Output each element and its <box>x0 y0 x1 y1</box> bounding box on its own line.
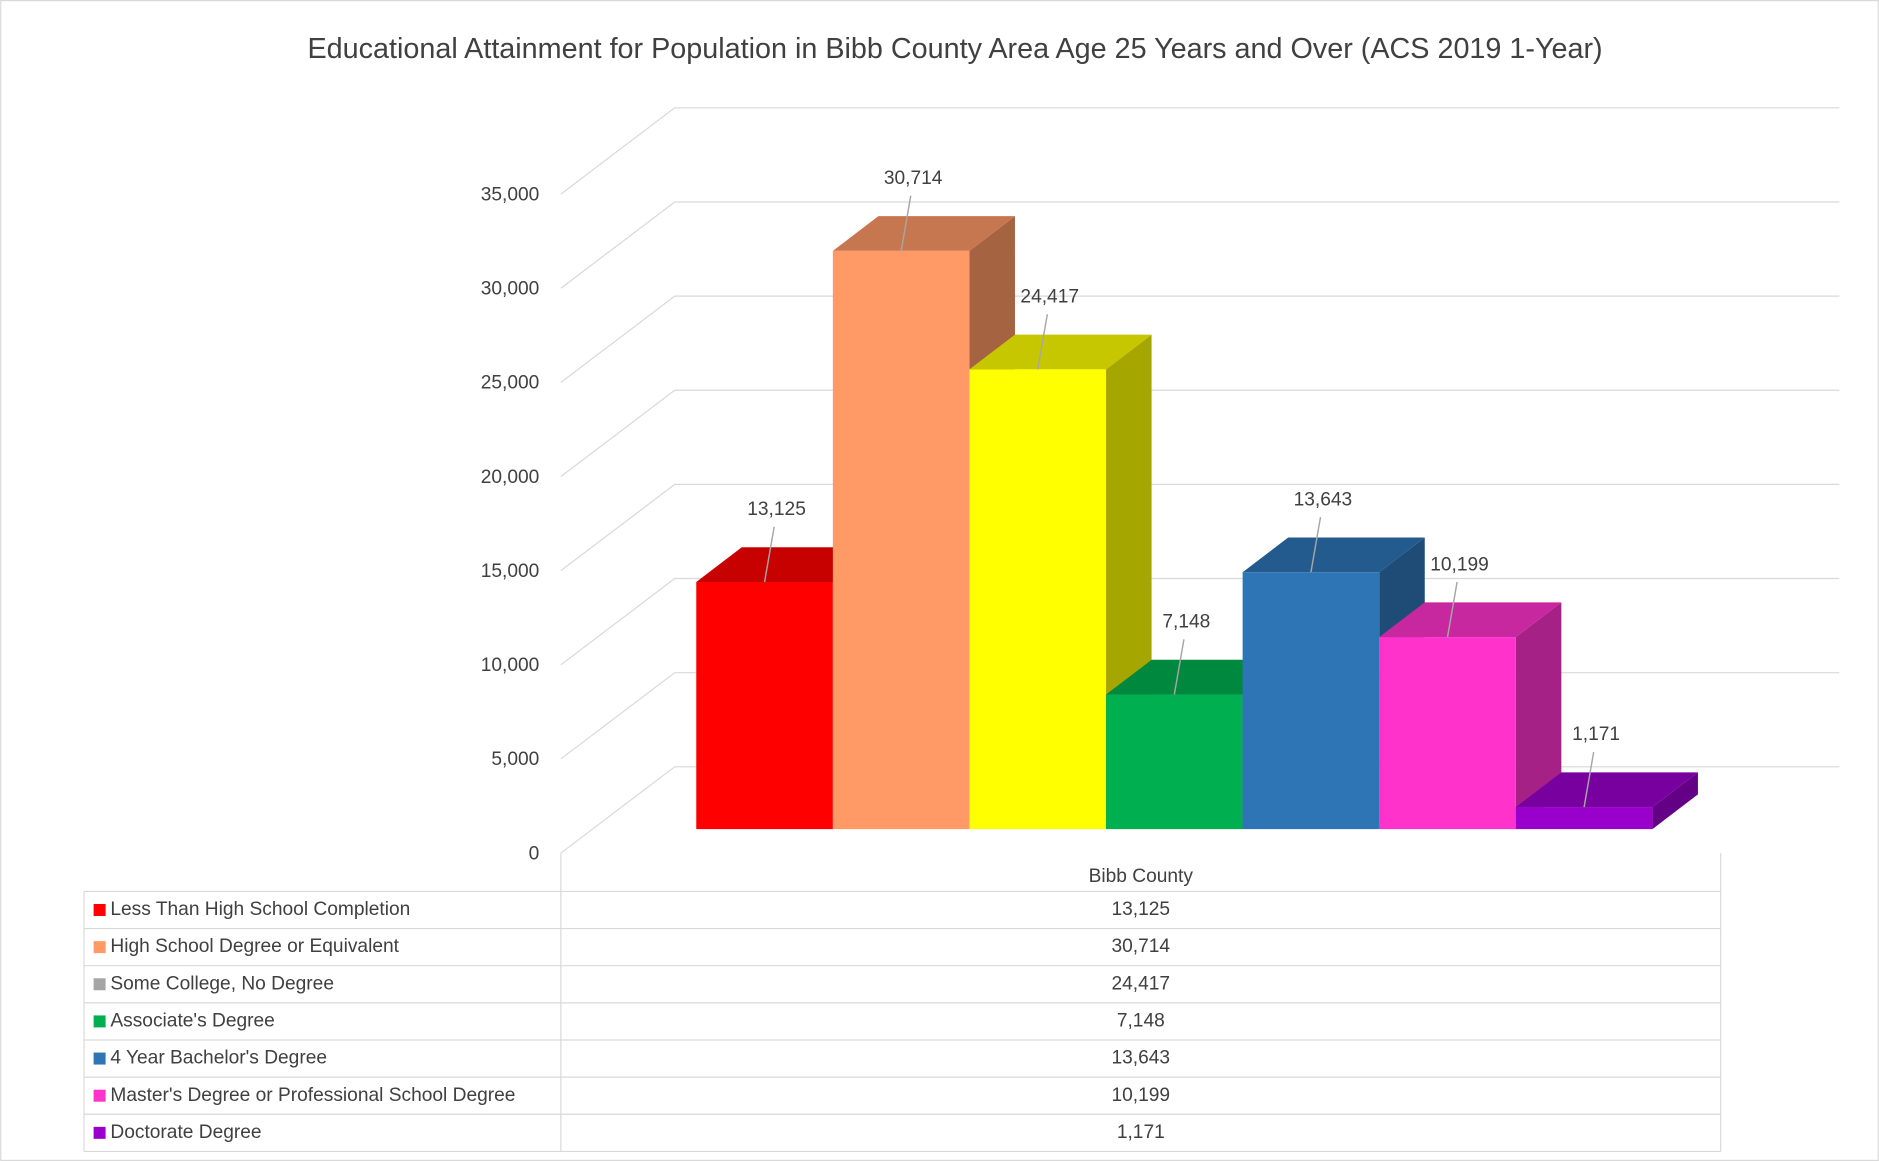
leader-line <box>1310 517 1322 573</box>
table-value: 7,148 <box>1117 1010 1165 1031</box>
bar <box>969 369 1107 830</box>
bar <box>696 581 833 830</box>
data-label: 13,125 <box>747 499 806 520</box>
legend-label: 4 Year Bachelor's Degree <box>110 1048 327 1069</box>
y-tick-label: 5,000 <box>491 749 539 770</box>
bar-top <box>1515 772 1698 808</box>
grid-line <box>560 295 1840 383</box>
y-tick-label: 20,000 <box>481 467 540 488</box>
y-tick-label: 35,000 <box>481 184 540 205</box>
data-label: 1,171 <box>1572 724 1620 745</box>
chart-title: Educational Attainment for Population in… <box>308 33 1603 65</box>
grid-line <box>560 483 1840 572</box>
table-value: 1,171 <box>1117 1122 1165 1143</box>
grid-line <box>560 577 1840 666</box>
bar <box>1379 637 1516 830</box>
legend-label: Master's Degree or Professional School D… <box>110 1085 515 1106</box>
data-label: 7,148 <box>1162 612 1210 633</box>
y-tick-label: 15,000 <box>481 561 540 582</box>
table-value: 13,125 <box>1111 899 1170 920</box>
data-label: 24,417 <box>1020 287 1079 308</box>
table-value: 13,643 <box>1111 1048 1170 1069</box>
y-tick-label: 10,000 <box>481 655 540 676</box>
category-label: Bibb County <box>1089 866 1194 887</box>
legend-label: Associate's Degree <box>110 1010 274 1031</box>
data-label: 30,714 <box>884 168 943 189</box>
table-value: 10,199 <box>1111 1085 1170 1106</box>
leader-line <box>1173 639 1185 695</box>
bar <box>832 250 970 830</box>
legend-key <box>93 903 106 916</box>
bar-top <box>832 216 1015 251</box>
legend-key <box>93 1052 106 1065</box>
bar-side <box>1515 602 1562 830</box>
bar-top <box>969 334 1152 370</box>
y-tick-label: 30,000 <box>481 278 540 299</box>
legend-label: Doctorate Degree <box>110 1122 261 1143</box>
legend-key <box>93 1089 106 1102</box>
leader-line <box>1446 581 1458 638</box>
legend-key <box>93 941 106 954</box>
leader-line <box>900 195 912 251</box>
bar-top <box>1379 602 1562 638</box>
legend-key <box>93 1126 106 1139</box>
grid-line <box>560 389 1840 477</box>
data-label: 10,199 <box>1430 554 1489 575</box>
bar <box>1515 807 1653 830</box>
bar <box>1106 694 1243 830</box>
data-label: 13,643 <box>1294 489 1353 510</box>
legend-key <box>93 978 106 991</box>
legend-label: High School Degree or Equivalent <box>110 936 399 957</box>
bar <box>1242 572 1380 830</box>
legend-label: Some College, No Degree <box>110 973 334 994</box>
bar-top <box>1242 537 1425 573</box>
grid-line <box>560 201 1840 289</box>
grid-line <box>560 107 1840 195</box>
table-value: 30,714 <box>1111 936 1170 957</box>
leader-line <box>763 526 775 583</box>
legend-label: Less Than High School Completion <box>110 899 410 920</box>
leader-line <box>1583 751 1595 808</box>
table-value: 24,417 <box>1111 973 1170 994</box>
legend-key <box>93 1015 106 1028</box>
y-tick-label: 0 <box>529 843 540 864</box>
leader-line <box>1037 314 1049 370</box>
bar-side <box>1652 772 1698 830</box>
y-tick-label: 25,000 <box>481 373 540 394</box>
